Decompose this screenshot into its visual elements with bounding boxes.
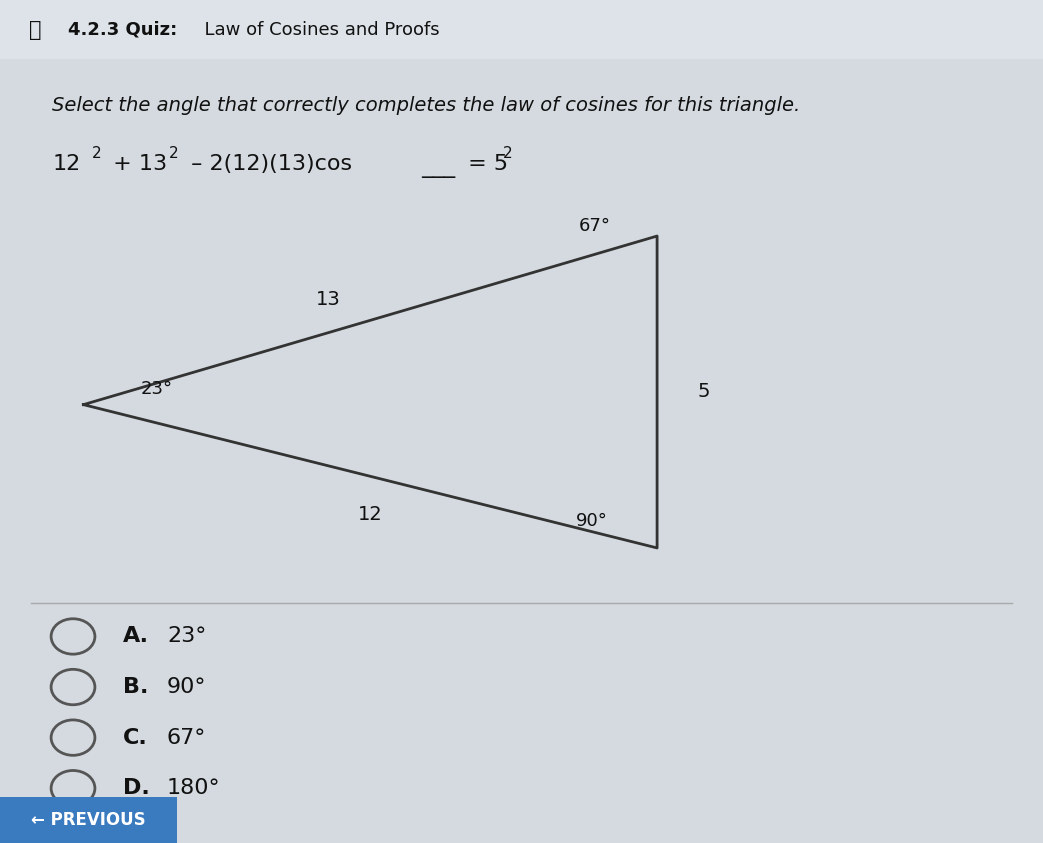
Text: 180°: 180° — [167, 778, 220, 798]
Text: 12: 12 — [52, 154, 80, 175]
Text: + 13: + 13 — [106, 154, 168, 175]
Text: 23°: 23° — [141, 380, 173, 399]
FancyBboxPatch shape — [0, 0, 1043, 59]
Text: 90°: 90° — [167, 677, 207, 697]
Text: 67°: 67° — [579, 217, 611, 235]
Text: 90°: 90° — [576, 512, 608, 530]
Text: 2: 2 — [92, 146, 101, 161]
Text: ⮤: ⮤ — [29, 19, 42, 40]
Text: A.: A. — [123, 626, 149, 647]
Text: ___: ___ — [415, 158, 455, 178]
Text: 12: 12 — [358, 505, 383, 524]
Text: D.: D. — [123, 778, 150, 798]
Text: = 5: = 5 — [461, 154, 508, 175]
Text: 2: 2 — [169, 146, 178, 161]
Text: C.: C. — [123, 728, 148, 748]
Text: 4.2.3 Quiz:: 4.2.3 Quiz: — [68, 20, 177, 39]
Text: – 2(12)(13)cos: – 2(12)(13)cos — [184, 154, 351, 175]
Text: 2: 2 — [503, 146, 512, 161]
Text: Law of Cosines and Proofs: Law of Cosines and Proofs — [193, 20, 439, 39]
Text: B.: B. — [123, 677, 148, 697]
Text: Select the angle that correctly completes the law of cosines for this triangle.: Select the angle that correctly complete… — [52, 96, 800, 115]
FancyBboxPatch shape — [0, 797, 177, 843]
Text: 67°: 67° — [167, 728, 207, 748]
Text: ← PREVIOUS: ← PREVIOUS — [31, 811, 146, 830]
Text: 5: 5 — [698, 383, 710, 401]
Text: 23°: 23° — [167, 626, 207, 647]
Text: 13: 13 — [316, 290, 341, 309]
